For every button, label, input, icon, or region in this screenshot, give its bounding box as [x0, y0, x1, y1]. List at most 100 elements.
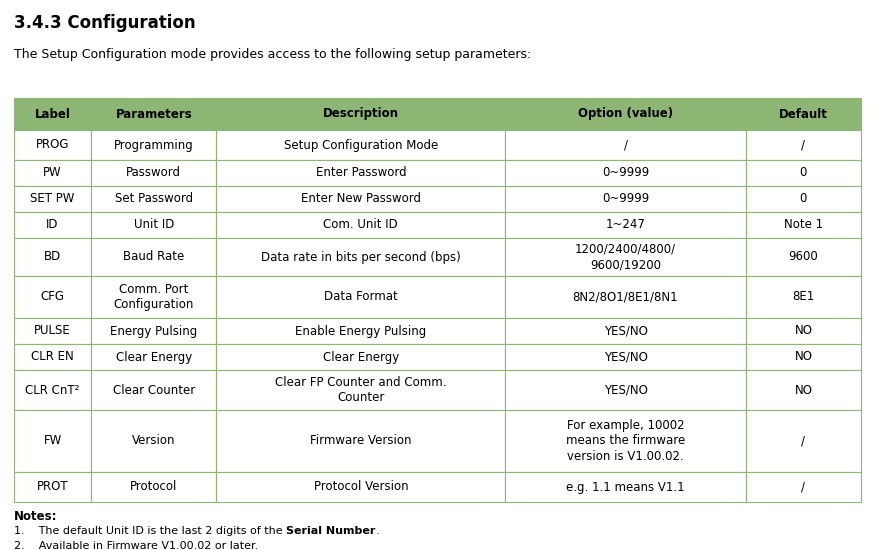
Text: Serial Number: Serial Number — [286, 526, 375, 536]
Text: /: / — [802, 139, 805, 151]
Bar — [14, 370, 91, 410]
Text: .: . — [375, 526, 379, 536]
Text: Setup Configuration Mode: Setup Configuration Mode — [284, 139, 438, 151]
Bar — [91, 276, 216, 318]
Text: 0: 0 — [800, 192, 807, 206]
Bar — [216, 238, 505, 276]
Text: Clear Counter: Clear Counter — [113, 383, 195, 397]
Text: Energy Pulsing: Energy Pulsing — [110, 324, 198, 338]
Text: Version: Version — [132, 434, 176, 448]
Text: 0~9999: 0~9999 — [602, 192, 649, 206]
Text: Firmware Version: Firmware Version — [310, 434, 411, 448]
Text: 0: 0 — [800, 167, 807, 179]
Bar — [91, 238, 216, 276]
Text: YES/NO: YES/NO — [604, 350, 648, 364]
Text: /: / — [802, 434, 805, 448]
Bar — [14, 186, 91, 212]
Bar — [14, 212, 91, 238]
Bar — [505, 212, 746, 238]
Bar — [746, 186, 861, 212]
Bar — [14, 160, 91, 186]
Text: NO: NO — [794, 383, 812, 397]
Text: Description: Description — [323, 107, 399, 120]
Bar — [14, 410, 91, 472]
Bar — [505, 186, 746, 212]
Bar — [216, 318, 505, 344]
Bar — [505, 344, 746, 370]
Bar — [505, 472, 746, 502]
Text: 3.4.3 Configuration: 3.4.3 Configuration — [14, 14, 196, 32]
Bar — [505, 160, 746, 186]
Bar — [216, 370, 505, 410]
Text: 2.    Available in Firmware V1.00.02 or later.: 2. Available in Firmware V1.00.02 or lat… — [14, 541, 258, 550]
Text: /: / — [624, 139, 627, 151]
Text: For example, 10002
means the firmware
version is V1.00.02.: For example, 10002 means the firmware ve… — [566, 420, 685, 463]
Text: SET PW: SET PW — [31, 192, 74, 206]
Text: Default: Default — [779, 107, 828, 120]
Text: /: / — [802, 481, 805, 493]
Text: Protocol: Protocol — [130, 481, 178, 493]
Text: 8N2/8O1/8E1/8N1: 8N2/8O1/8E1/8N1 — [573, 290, 678, 304]
Text: Com. Unit ID: Com. Unit ID — [324, 218, 398, 232]
Text: Notes:: Notes: — [14, 510, 58, 523]
Bar — [14, 472, 91, 502]
Text: 9600: 9600 — [788, 250, 818, 263]
Text: NO: NO — [794, 350, 812, 364]
Bar — [216, 186, 505, 212]
Bar — [216, 276, 505, 318]
Text: Baud Rate: Baud Rate — [123, 250, 185, 263]
Bar — [505, 370, 746, 410]
Text: Option (value): Option (value) — [578, 107, 673, 120]
Text: ID: ID — [46, 218, 59, 232]
Text: FW: FW — [44, 434, 61, 448]
Text: PW: PW — [43, 167, 62, 179]
Bar — [746, 370, 861, 410]
Text: Programming: Programming — [114, 139, 193, 151]
Bar — [14, 130, 91, 160]
Text: 0~9999: 0~9999 — [602, 167, 649, 179]
Bar — [14, 238, 91, 276]
Text: Note 1: Note 1 — [784, 218, 823, 232]
Bar — [91, 212, 216, 238]
Text: CLR CnT²: CLR CnT² — [25, 383, 80, 397]
Text: Clear Energy: Clear Energy — [323, 350, 399, 364]
Bar — [216, 98, 505, 130]
Bar — [746, 472, 861, 502]
Bar — [505, 130, 746, 160]
Bar — [505, 276, 746, 318]
Text: CLR EN: CLR EN — [31, 350, 74, 364]
Bar — [91, 98, 216, 130]
Bar — [216, 160, 505, 186]
Text: Unit ID: Unit ID — [134, 218, 174, 232]
Text: Set Password: Set Password — [115, 192, 192, 206]
Bar — [746, 410, 861, 472]
Bar — [505, 410, 746, 472]
Bar — [14, 318, 91, 344]
Text: Enter Password: Enter Password — [316, 167, 406, 179]
Text: Password: Password — [126, 167, 181, 179]
Text: Parameters: Parameters — [116, 107, 192, 120]
Bar — [91, 186, 216, 212]
Bar — [746, 344, 861, 370]
Bar — [746, 212, 861, 238]
Bar — [505, 98, 746, 130]
Text: PROT: PROT — [37, 481, 68, 493]
Text: Enable Energy Pulsing: Enable Energy Pulsing — [295, 324, 426, 338]
Text: BD: BD — [44, 250, 61, 263]
Bar — [505, 318, 746, 344]
Text: Enter New Password: Enter New Password — [301, 192, 421, 206]
Bar — [91, 160, 216, 186]
Text: Comm. Port
Configuration: Comm. Port Configuration — [114, 283, 194, 311]
Text: 1~247: 1~247 — [606, 218, 646, 232]
Bar — [746, 160, 861, 186]
Bar — [91, 130, 216, 160]
Bar — [216, 212, 505, 238]
Text: PULSE: PULSE — [34, 324, 71, 338]
Bar — [216, 410, 505, 472]
Bar — [91, 344, 216, 370]
Text: Data rate in bits per second (bps): Data rate in bits per second (bps) — [261, 250, 461, 263]
Bar — [14, 276, 91, 318]
Text: Clear Energy: Clear Energy — [116, 350, 192, 364]
Bar — [216, 130, 505, 160]
Bar — [746, 238, 861, 276]
